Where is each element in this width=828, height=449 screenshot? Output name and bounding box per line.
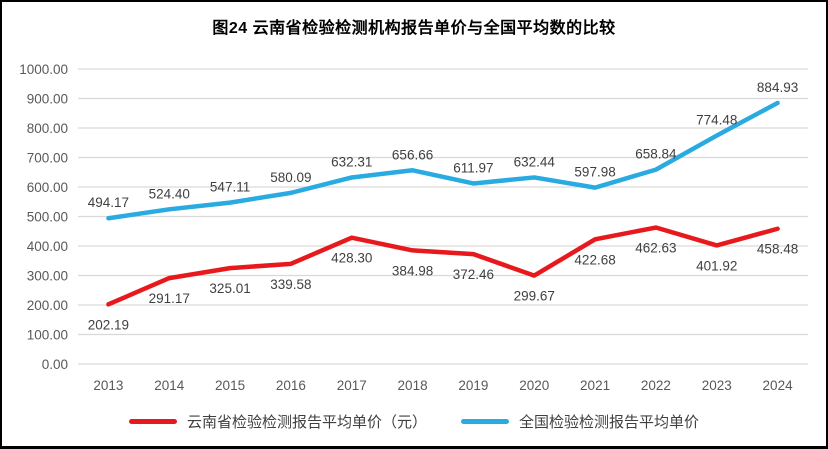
data-label: 299.67 (514, 289, 555, 304)
x-axis-tick-label: 2014 (154, 378, 185, 393)
y-axis-tick-label: 200.00 (27, 298, 68, 313)
data-label: 774.48 (696, 113, 737, 128)
data-label: 428.30 (331, 251, 372, 266)
data-label: 580.09 (270, 170, 311, 185)
y-axis-tick-label: 800.00 (27, 121, 68, 136)
y-axis-tick-label: 100.00 (27, 328, 68, 343)
data-label: 325.01 (209, 281, 250, 296)
data-label: 656.66 (392, 147, 433, 162)
y-axis-tick-label: 700.00 (27, 151, 68, 166)
x-axis-tick-label: 2015 (215, 378, 245, 393)
series-line-0 (106, 225, 780, 307)
data-label: 884.93 (757, 80, 798, 95)
x-axis-tick-label: 2022 (641, 378, 671, 393)
x-axis-tick-label: 2013 (93, 378, 123, 393)
data-label: 597.98 (574, 165, 615, 180)
data-label: 462.63 (635, 241, 676, 256)
x-axis-tick-label: 2017 (337, 378, 367, 393)
data-label: 401.92 (696, 258, 737, 273)
data-label: 339.58 (270, 277, 311, 292)
data-label: 547.11 (210, 180, 250, 195)
x-axis-tick-label: 2021 (580, 378, 610, 393)
data-label: 632.44 (514, 154, 556, 169)
legend-item-national: 全国检验检测报告平均单价 (461, 411, 699, 432)
series-line-1 (106, 100, 780, 221)
data-label: 494.17 (88, 195, 129, 210)
y-axis-tick-label: 0.00 (42, 357, 68, 372)
chart-legend: 云南省检验检测报告平均单价（元） 全国检验检测报告平均单价 (2, 411, 826, 432)
y-axis-tick-label: 400.00 (27, 239, 68, 254)
data-label: 291.17 (149, 291, 190, 306)
chart-title: 图24 云南省检验检测机构报告单价与全国平均数的比较 (212, 20, 616, 37)
yunnan-series-label: 云南省检验检测报告平均单价（元） (186, 414, 427, 431)
x-axis-tick-label: 2020 (519, 378, 549, 393)
data-label: 372.46 (453, 267, 494, 282)
data-label: 384.98 (392, 263, 433, 278)
data-label: 524.40 (149, 186, 190, 201)
data-label: 611.97 (453, 160, 493, 175)
legend-item-yunnan: 云南省检验检测报告平均单价（元） (128, 411, 427, 432)
y-axis-tick-label: 1000.00 (19, 62, 68, 77)
national-series-swatch (461, 419, 509, 424)
data-label: 422.68 (574, 252, 615, 267)
y-axis-tick-label: 300.00 (27, 269, 68, 284)
yunnan-series-swatch (128, 419, 177, 424)
x-axis-tick-label: 2016 (276, 378, 306, 393)
x-axis-tick-label: 2023 (702, 378, 732, 393)
data-label: 458.48 (757, 242, 798, 257)
x-axis-tick-label: 2019 (458, 378, 488, 393)
y-axis-tick-label: 600.00 (27, 180, 68, 195)
line-chart: 0.00 100.00 200.00 300.00 400.00 500.00 600.00… (19, 62, 808, 393)
y-axis-tick-label: 500.00 (27, 210, 68, 225)
data-label: 658.84 (635, 147, 677, 162)
x-axis-tick-label: 2024 (763, 378, 794, 393)
x-axis-tick-label: 2018 (398, 378, 428, 393)
data-label: 632.31 (331, 154, 372, 169)
data-label: 202.19 (88, 317, 129, 332)
y-axis-tick-label: 900.00 (27, 92, 68, 107)
national-series-label: 全国检验检测报告平均单价 (519, 414, 700, 431)
